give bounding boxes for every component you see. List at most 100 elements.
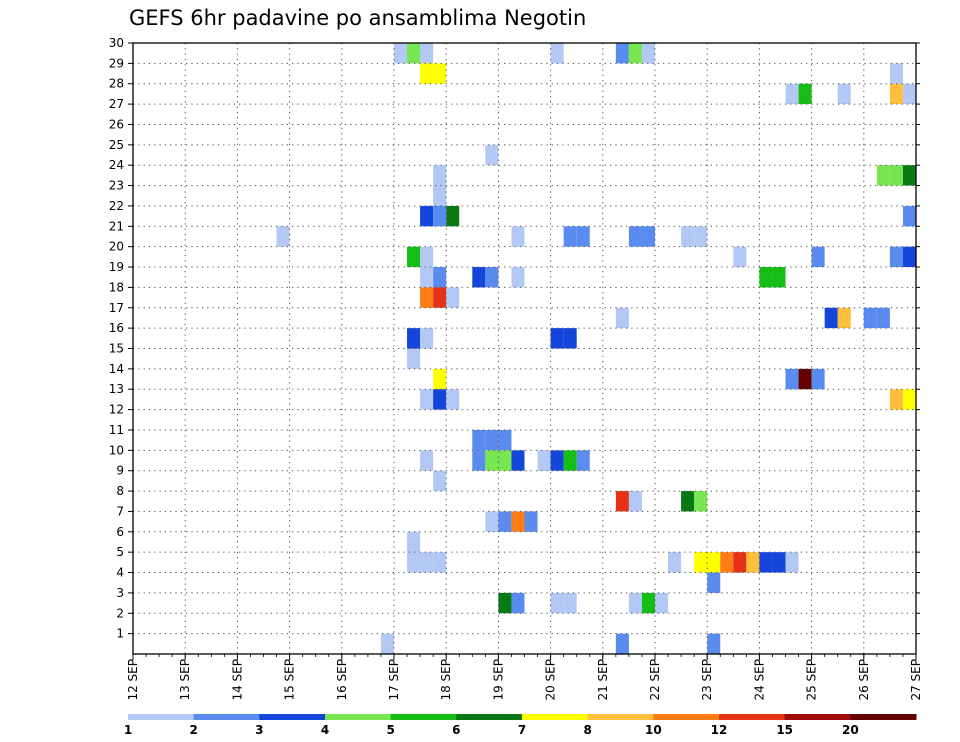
x-tick-label: 26 SEP bbox=[857, 659, 871, 701]
x-tick-label: 15 SEP bbox=[283, 659, 297, 701]
heatmap-cell bbox=[902, 83, 916, 105]
colorbar-label: 20 bbox=[842, 723, 859, 737]
y-tick-label: 21 bbox=[109, 219, 124, 233]
y-tick-label: 30 bbox=[109, 36, 124, 50]
y-tick-label: 13 bbox=[109, 382, 124, 396]
heatmap-cell bbox=[811, 368, 825, 390]
colorbar-swatch bbox=[653, 714, 720, 720]
heatmap-cell bbox=[498, 429, 512, 451]
heatmap-cell bbox=[407, 43, 421, 64]
y-tick-label: 23 bbox=[109, 179, 124, 193]
heatmap-cell bbox=[433, 165, 447, 186]
heatmap-cell bbox=[694, 226, 708, 247]
heatmap-cell bbox=[889, 246, 903, 268]
colorbar-label: 2 bbox=[189, 723, 197, 737]
heatmap-cell bbox=[433, 267, 447, 288]
heatmap-cell bbox=[681, 226, 695, 247]
heatmap-cell bbox=[889, 63, 903, 84]
heatmap-cell bbox=[485, 267, 499, 288]
x-tick-label: 13 SEP bbox=[178, 659, 192, 701]
heatmap-cell bbox=[511, 450, 525, 471]
heatmap-cell bbox=[707, 572, 721, 593]
heatmap-cell bbox=[563, 226, 577, 247]
heatmap-cell bbox=[498, 450, 512, 471]
heatmap-cell bbox=[902, 165, 916, 186]
heatmap-cell bbox=[276, 226, 290, 247]
heatmap-cell bbox=[420, 287, 434, 308]
colorbar-swatch bbox=[128, 714, 195, 720]
heatmap-cell bbox=[707, 552, 721, 573]
heatmap-cell bbox=[641, 226, 655, 247]
heatmap-cell bbox=[433, 205, 447, 227]
y-tick-label: 3 bbox=[116, 586, 124, 600]
chart-title: GEFS 6hr padavine po ansamblima Negotin bbox=[129, 6, 586, 30]
x-tick-label: 27 SEP bbox=[909, 659, 923, 701]
heatmap-cell bbox=[550, 592, 564, 614]
heatmap-cell bbox=[837, 307, 851, 329]
heatmap-cell bbox=[759, 267, 773, 288]
heatmap-cell bbox=[668, 552, 682, 573]
x-tick-label: 14 SEP bbox=[230, 659, 244, 701]
heatmap-cell bbox=[759, 552, 773, 573]
heatmap-cell bbox=[772, 267, 786, 288]
heatmap-cell bbox=[550, 328, 564, 349]
heatmap-cell bbox=[407, 531, 421, 553]
y-tick-label: 9 bbox=[116, 464, 124, 478]
heatmap-cell bbox=[889, 83, 903, 105]
heatmap-cell bbox=[485, 144, 499, 166]
heatmap-cell bbox=[511, 511, 525, 532]
colorbar-swatch bbox=[259, 714, 326, 720]
heatmap-cell bbox=[511, 592, 525, 614]
colorbar-label: 6 bbox=[452, 723, 460, 737]
y-tick-label: 28 bbox=[109, 77, 124, 91]
colorbar-label: 4 bbox=[321, 723, 329, 737]
heatmap-cell bbox=[889, 165, 903, 186]
y-axis: 1234567891011121314151617181920212223242… bbox=[109, 36, 920, 641]
colorbar-label: 8 bbox=[583, 723, 591, 737]
y-tick-label: 25 bbox=[109, 138, 124, 152]
heatmap-cell bbox=[472, 267, 486, 288]
y-tick-label: 19 bbox=[109, 260, 124, 274]
y-tick-label: 7 bbox=[116, 504, 124, 518]
heatmap-cell bbox=[902, 246, 916, 268]
heatmap-cell bbox=[550, 43, 564, 64]
heatmap-cell bbox=[420, 267, 434, 288]
heatmap-cell bbox=[876, 165, 890, 186]
heatmap-cell bbox=[641, 592, 655, 614]
heatmap-cell bbox=[563, 328, 577, 349]
heatmap-cell bbox=[576, 226, 590, 247]
heatmap-cell bbox=[563, 450, 577, 471]
heatmap-cell bbox=[694, 491, 708, 512]
y-tick-label: 18 bbox=[109, 280, 124, 294]
heatmap-cell bbox=[785, 368, 799, 390]
heatmap-cell bbox=[433, 389, 447, 410]
colorbar-label: 15 bbox=[776, 723, 793, 737]
y-tick-label: 24 bbox=[109, 158, 124, 172]
heatmap-cell bbox=[394, 43, 408, 64]
heatmap-cell bbox=[694, 552, 708, 573]
heatmap-cell bbox=[433, 470, 447, 492]
heatmap-cell bbox=[733, 552, 747, 573]
heatmap-cell bbox=[472, 450, 486, 471]
heatmap-cell bbox=[733, 246, 747, 268]
heatmap-cell bbox=[576, 450, 590, 471]
heatmap-cell bbox=[433, 368, 447, 390]
heatmap-cell bbox=[707, 633, 721, 654]
heatmap-cell bbox=[628, 491, 642, 512]
heatmap-cell bbox=[433, 63, 447, 84]
heatmap-cell bbox=[641, 43, 655, 64]
colorbar-swatch bbox=[193, 714, 260, 720]
y-tick-label: 26 bbox=[109, 117, 124, 131]
heatmap-cell bbox=[433, 287, 447, 308]
x-tick-label: 12 SEP bbox=[126, 659, 140, 701]
y-tick-label: 11 bbox=[109, 423, 124, 437]
heatmap-cell bbox=[420, 43, 434, 64]
heatmap-cell bbox=[798, 83, 812, 105]
heatmap-cell bbox=[811, 246, 825, 268]
y-tick-label: 22 bbox=[109, 199, 124, 213]
heatmap-cell bbox=[785, 552, 799, 573]
heatmap-cell bbox=[615, 43, 629, 64]
heatmap-cell bbox=[498, 592, 512, 614]
x-axis: 12 SEP 13 SEP 14 SEP 15 SEP 16 SEP 17 SEP 18 S… bbox=[126, 654, 923, 701]
